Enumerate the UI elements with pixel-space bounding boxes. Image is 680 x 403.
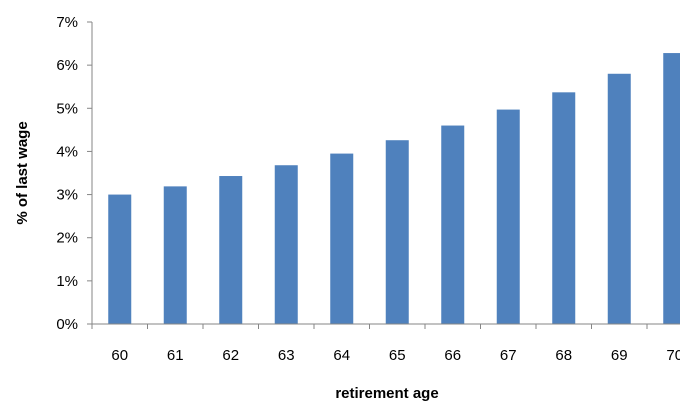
x-tick-label: 70 <box>666 347 680 364</box>
y-tick-label: 1% <box>56 273 78 290</box>
x-tick-label: 68 <box>555 347 572 364</box>
y-axis-ticks <box>87 21 92 325</box>
y-tick-label: 2% <box>56 230 78 247</box>
bar-65 <box>385 140 409 324</box>
bar-64 <box>330 153 354 324</box>
x-tick-label: 60 <box>111 347 128 364</box>
y-axis-tick-labels: 0% 1% 2% 3% 4% 5% 6% 7% <box>56 14 78 333</box>
bar-69 <box>607 73 631 325</box>
bar-62 <box>219 176 243 324</box>
x-tick-label: 61 <box>167 347 184 364</box>
bar-66 <box>441 125 465 325</box>
x-tick-label: 67 <box>500 347 517 364</box>
bar-68 <box>552 92 576 324</box>
bar-70 <box>663 53 680 324</box>
x-axis-ticks <box>91 324 648 329</box>
y-tick-label: 6% <box>56 57 78 74</box>
x-tick-label: 64 <box>333 347 350 364</box>
x-tick-label: 62 <box>222 347 239 364</box>
x-tick-label: 63 <box>278 347 295 364</box>
x-tick-label: 69 <box>611 347 628 364</box>
x-tick-label: 66 <box>444 347 461 364</box>
bar-67 <box>496 109 520 324</box>
y-axis-title: % of last wage <box>14 121 31 224</box>
y-tick-label: 3% <box>56 187 78 204</box>
y-tick-label: 7% <box>56 14 78 31</box>
x-axis-title: retirement age <box>335 385 438 402</box>
bar-61 <box>163 186 187 324</box>
y-tick-label: 4% <box>56 143 78 160</box>
x-tick-label: 65 <box>389 347 406 364</box>
x-axis-tick-labels: 60 61 62 63 64 65 66 67 68 69 70 <box>111 347 680 364</box>
bar-60 <box>108 194 132 324</box>
bar-63 <box>274 165 298 324</box>
y-tick-label: 0% <box>56 316 78 333</box>
bar-series <box>108 53 680 325</box>
y-tick-label: 5% <box>56 100 78 117</box>
